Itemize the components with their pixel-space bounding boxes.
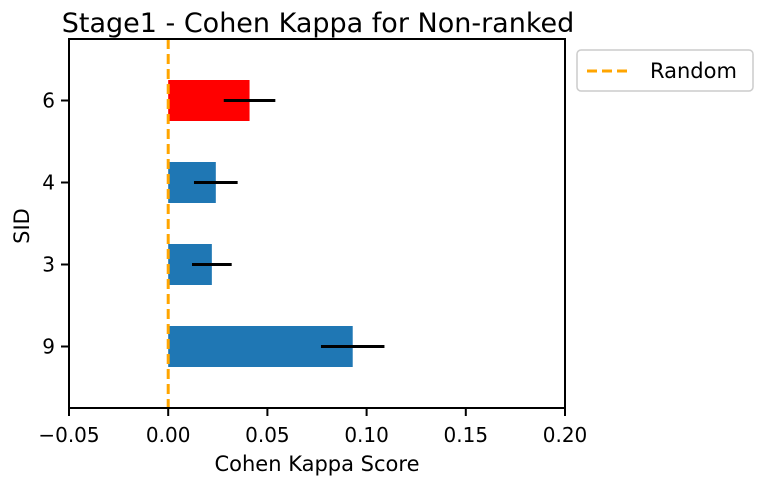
x-tick-label: −0.05 [38,423,99,447]
x-tick-label: 0.20 [543,423,588,447]
y-tick-label: 3 [42,253,55,277]
y-axis: 6 4 3 9 [42,89,69,359]
x-tick-label: 0.00 [146,423,191,447]
plot-area [166,39,385,408]
x-axis-label: Cohen Kappa Score [214,452,419,476]
x-tick-label: 0.10 [344,423,389,447]
y-tick-label: 4 [42,171,55,195]
axes-frame [68,38,566,409]
x-tick-label: 0.15 [444,423,489,447]
y-tick-label: 6 [42,89,55,113]
chart-title: Stage1 - Cohen Kappa for Non-ranked [62,8,575,39]
legend: Random [576,49,754,92]
x-axis: −0.05 0.00 0.05 0.10 0.15 0.20 [38,408,587,447]
legend-random-label: Random [650,59,737,83]
y-axis-label: SID [10,208,34,244]
x-tick-label: 0.05 [245,423,290,447]
legend-box [576,49,754,92]
y-tick-label: 9 [42,335,55,359]
